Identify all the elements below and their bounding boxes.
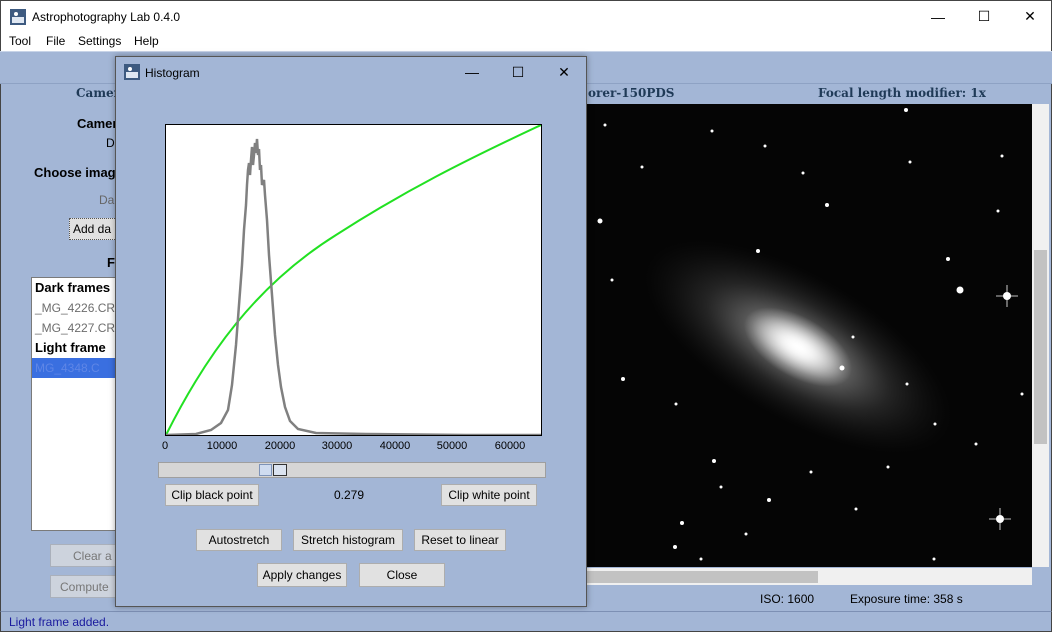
dialog-title-bar: Histogram — ☐ ✕ [116, 57, 586, 87]
list-header-light: Light frame [35, 340, 106, 355]
files-label: Fi [107, 255, 119, 270]
close-button[interactable]: ✕ [1007, 1, 1052, 32]
focal-length-label: Focal length modifier: 1x [818, 86, 986, 100]
autostretch-label: Autostretch [208, 533, 270, 547]
x-tick: 20000 [264, 440, 296, 452]
add-dark-frames-label: Add da [73, 222, 112, 236]
menu-settings[interactable]: Settings [78, 34, 122, 48]
main-title-bar: Astrophotography Lab 0.4.0 — ☐ ✕ [0, 0, 1052, 31]
stretch-value: 0.279 [334, 488, 365, 502]
clip-white-label: Clip white point [448, 488, 530, 502]
minimize-icon: — [465, 64, 479, 80]
apply-changes-label: Apply changes [262, 568, 342, 582]
telescope-info-label: orer-150PDS [588, 86, 675, 100]
maximize-icon: ☐ [511, 63, 525, 80]
menu-tool[interactable]: Tool [9, 34, 32, 48]
dialog-maximize-button[interactable]: ☐ [495, 57, 541, 87]
file-list[interactable]: Dark frames _MG_4226.CR _MG_4227.CR Ligh… [31, 277, 119, 531]
menu-bar: Tool File Settings Help [0, 31, 1052, 51]
histogram-dialog: Histogram — ☐ ✕ 0 10000 20000 30000 4000… [115, 56, 587, 607]
maximize-icon: ☐ [977, 8, 991, 24]
x-tick: 10000 [206, 440, 238, 452]
dialog-title: Histogram [145, 66, 200, 80]
galaxy-image [586, 104, 1032, 567]
clip-black-point-button[interactable]: Clip black point [165, 484, 259, 506]
close-icon: ✕ [1024, 8, 1036, 24]
stretch-curve [165, 124, 542, 436]
reset-linear-label: Reset to linear [421, 533, 499, 547]
scrollbar-thumb[interactable] [586, 571, 818, 583]
slider-handle-white[interactable] [273, 464, 287, 476]
camera-value: D [106, 136, 115, 150]
iso-label: ISO: 1600 [760, 592, 815, 606]
x-tick: 30000 [321, 440, 353, 452]
list-item[interactable]: _MG_4226.CR [35, 301, 116, 315]
clip-white-point-button[interactable]: Clip white point [441, 484, 537, 506]
choose-image-label: Choose imag [34, 165, 116, 180]
clip-black-label: Clip black point [171, 488, 253, 502]
clear-all-label: Clear a [73, 548, 112, 563]
slider-handle-black[interactable] [259, 464, 272, 476]
minimize-button[interactable]: — [915, 1, 961, 32]
stretch-histogram-label: Stretch histogram [300, 533, 396, 547]
histogram-line [165, 138, 541, 437]
image-preview[interactable] [586, 104, 1032, 567]
close-icon: ✕ [558, 63, 570, 80]
maximize-button[interactable]: ☐ [961, 1, 1007, 32]
dark-frames-label: Da [99, 193, 115, 207]
status-text: Light frame added. [9, 615, 110, 629]
image-vertical-scrollbar[interactable] [1032, 104, 1049, 567]
reset-linear-button[interactable]: Reset to linear [414, 529, 506, 551]
dialog-minimize-button[interactable]: — [449, 57, 495, 87]
window-title: Astrophotography Lab 0.4.0 [32, 10, 181, 24]
camera-label: Camer [77, 116, 118, 131]
histogram-plot [165, 124, 542, 437]
apply-changes-button[interactable]: Apply changes [257, 563, 347, 587]
exposure-label: Exposure time: 358 s [850, 592, 963, 606]
x-tick: 0 [161, 440, 169, 452]
scrollbar-thumb[interactable] [1034, 250, 1047, 444]
dialog-close-button[interactable]: ✕ [541, 57, 587, 87]
close-label: Close [386, 568, 418, 582]
stretch-slider[interactable] [158, 462, 546, 478]
dialog-close-text-button[interactable]: Close [359, 563, 445, 587]
x-tick: 60000 [494, 440, 526, 452]
list-item[interactable]: _MG_4227.CR [35, 321, 116, 335]
autostretch-button[interactable]: Autostretch [196, 529, 282, 551]
stretch-histogram-button[interactable]: Stretch histogram [293, 529, 403, 551]
add-dark-frames-button[interactable]: Add da [69, 218, 121, 240]
dialog-app-icon [124, 64, 140, 80]
menu-file[interactable]: File [46, 34, 66, 48]
minimize-icon: — [931, 8, 945, 25]
list-header-dark: Dark frames [35, 280, 111, 295]
status-bar: Light frame added. [0, 611, 1052, 632]
histogram-graph [165, 124, 542, 437]
x-axis-ticks: 0 10000 20000 30000 40000 50000 60000 [161, 440, 565, 454]
menu-help[interactable]: Help [134, 34, 159, 48]
x-tick: 50000 [436, 440, 468, 452]
compute-label: Compute [60, 579, 109, 594]
list-item-selected[interactable]: MG_4348.C [32, 358, 118, 378]
clear-all-button[interactable]: Clear a [50, 544, 120, 567]
image-horizontal-scrollbar[interactable] [586, 568, 1032, 585]
app-icon [10, 9, 26, 25]
x-tick: 40000 [379, 440, 411, 452]
compute-button[interactable]: Compute [50, 575, 120, 598]
camera-info-label: Camer [76, 86, 120, 100]
